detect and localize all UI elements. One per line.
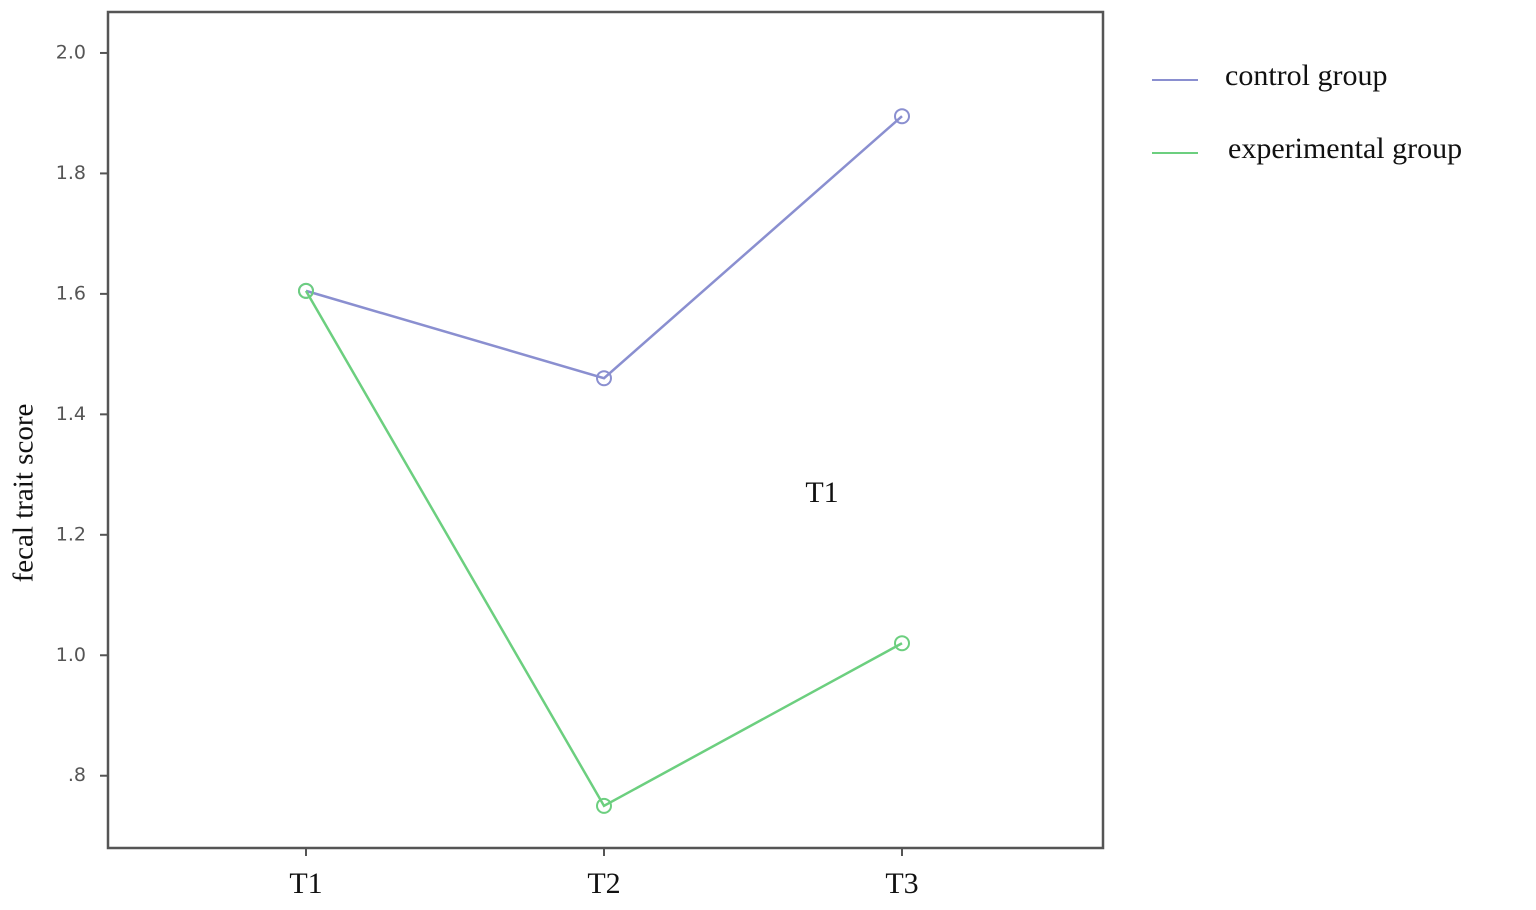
y-tick-label: 1.6 [56,282,86,304]
x-tick-label: T3 [885,867,918,900]
marker [894,635,910,652]
series-line [304,290,903,808]
legend-label: control group [1225,59,1387,92]
y-tick-label: .8 [68,764,86,786]
x-tick-label: T1 [289,867,322,900]
marker [596,797,612,814]
annotation: T1 [805,476,838,509]
series-line [305,115,903,380]
marker [298,282,314,299]
y-tick-label: 2.0 [56,41,86,63]
y-axis-label: fecal trait score [8,404,40,583]
plot-frame [106,10,1105,850]
y-tick-label: 1.4 [56,403,86,425]
x-tick-label: T2 [587,867,620,900]
legend-label: experimental group [1228,132,1462,165]
marker [894,108,910,125]
y-tick-label: 1.8 [56,162,86,184]
marker [596,370,612,387]
y-tick-label: 1.2 [56,523,86,545]
y-tick-label: 1.0 [56,644,86,666]
